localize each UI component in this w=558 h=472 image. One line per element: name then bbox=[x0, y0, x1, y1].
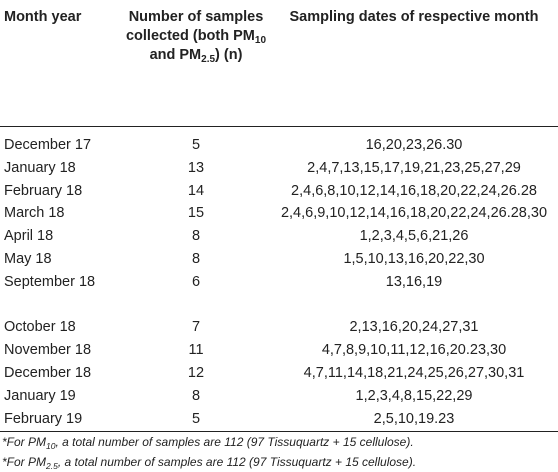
footnote-pm25-sub: 2.5 bbox=[46, 461, 58, 471]
cell-sample-count: 8 bbox=[191, 250, 201, 267]
footnote-pm10-sub: 10 bbox=[46, 441, 56, 451]
footnote-pm25-pre: *For PM bbox=[2, 455, 47, 469]
cell-sample-count: 12 bbox=[187, 364, 205, 381]
footnote-pm10: *For PM10, a total number of samples are… bbox=[2, 432, 416, 452]
header-divider bbox=[0, 126, 558, 127]
cell-sample-count: 8 bbox=[191, 387, 201, 404]
cell-sampling-dates: 2,5,10,19.23 bbox=[373, 410, 455, 427]
cell-sampling-dates: 1,2,3,4,8,15,22,29 bbox=[355, 387, 473, 404]
header-samples-text-post: ) (n) bbox=[215, 47, 243, 63]
table-row: January 18 13 2,4,7,13,15,17,19,21,23,25,2… bbox=[0, 158, 558, 181]
footnote-pm10-post: , a total number of samples are 112 (97 … bbox=[55, 435, 414, 449]
table-row: April 18 8 1,2,3,4,5,6,21,26 bbox=[0, 226, 558, 249]
table-header: Month year Number of samples collected (… bbox=[0, 0, 558, 126]
cell-sample-count: 7 bbox=[191, 319, 201, 336]
sampling-table: Month year Number of samples collected (… bbox=[0, 0, 558, 433]
cell-sampling-dates: 16,20,23,26.30 bbox=[365, 137, 463, 153]
cell-month-year: January 18 bbox=[4, 159, 76, 176]
cell-sample-count: 6 bbox=[191, 273, 201, 290]
table-body: December 17 5 16,20,23,26.30 January 18 13 2,… bbox=[0, 135, 558, 431]
cell-sampling-dates: 4,7,11,14,18,21,24,25,26,27,30,31 bbox=[303, 364, 525, 381]
cell-sampling-dates: 1,5,10,13,16,20,22,30 bbox=[343, 250, 485, 267]
cell-sample-count: 5 bbox=[191, 410, 201, 427]
cell-sample-count: 5 bbox=[191, 137, 201, 153]
header-sampling-dates: Sampling dates of respective month bbox=[289, 9, 539, 25]
cell-month-year: September 18 bbox=[4, 273, 96, 290]
cell-sampling-dates: 4,7,8,9,10,11,12,16,20.23,30 bbox=[321, 342, 507, 359]
table-row: September 18 6 13,16,19 bbox=[0, 272, 558, 318]
header-number-of-samples: Number of samples collected (both PM10 a… bbox=[122, 0, 270, 126]
cell-sample-count: 13 bbox=[187, 159, 205, 176]
table-row: December 18 12 4,7,11,14,18,21,24,25,26,27… bbox=[0, 363, 558, 386]
header-samples-text-mid: and PM bbox=[149, 47, 202, 63]
footnote-pm25-post: , a total number of samples are 112 (97 … bbox=[57, 455, 417, 469]
cell-month-year: January 19 bbox=[4, 387, 76, 404]
cell-sample-count: 15 bbox=[187, 205, 205, 222]
cell-sampling-dates: 2,13,16,20,24,27,31 bbox=[349, 319, 479, 336]
table-row: March 18 15 2,4,6,9,10,12,14,16,18,20,22,2… bbox=[0, 203, 558, 226]
table-row: December 17 5 16,20,23,26.30 bbox=[0, 135, 558, 158]
cell-month-year: December 17 bbox=[4, 137, 92, 153]
footnotes: *For PM10, a total number of samples are… bbox=[2, 432, 416, 472]
table-row: January 19 8 1,2,3,4,8,15,22,29 bbox=[0, 386, 558, 409]
header-month-year: Month year bbox=[4, 9, 82, 25]
cell-month-year: November 18 bbox=[4, 342, 92, 359]
table-row: February 19 5 2,5,10,19.23 bbox=[0, 409, 558, 432]
cell-month-year: October 18 bbox=[4, 319, 76, 336]
header-samples-text-pre: Number of samples collected (both PM bbox=[125, 9, 264, 44]
footnote-pm25: *For PM2.5, a total number of samples ar… bbox=[2, 452, 416, 472]
table-row: February 18 14 2,4,6,8,10,12,14,16,18,20,2… bbox=[0, 181, 558, 204]
cell-sample-count: 11 bbox=[188, 342, 204, 359]
cell-month-year: December 18 bbox=[4, 364, 92, 381]
cell-sampling-dates: 13,16,19 bbox=[385, 273, 443, 290]
cell-sampling-dates: 2,4,6,8,10,12,14,16,18,20,22,24,26.28 bbox=[291, 182, 537, 199]
cell-sample-count: 14 bbox=[187, 182, 205, 199]
table-row: November 18 11 4,7,8,9,10,11,12,16,20.23,3… bbox=[0, 340, 558, 363]
cell-sampling-dates: 1,2,3,4,5,6,21,26 bbox=[359, 228, 469, 245]
cell-month-year: March 18 bbox=[4, 205, 65, 222]
cell-sampling-dates: 2,4,6,9,10,12,14,16,18,20,22,24,26.28,30 bbox=[280, 205, 548, 222]
header-samples-sub-pm25: 2.5 bbox=[201, 54, 216, 65]
cell-sample-count: 8 bbox=[191, 228, 201, 245]
table-bottom-rule bbox=[0, 431, 558, 433]
cell-month-year: May 18 bbox=[4, 250, 52, 267]
cell-sampling-dates: 2,4,7,13,15,17,19,21,23,25,27,29 bbox=[307, 159, 521, 176]
cell-month-year: February 18 bbox=[4, 182, 83, 199]
cell-month-year: February 19 bbox=[4, 410, 83, 427]
cell-month-year: April 18 bbox=[4, 228, 54, 245]
footnote-pm10-pre: *For PM bbox=[2, 435, 47, 449]
table-row: October 18 7 2,13,16,20,24,27,31 bbox=[0, 317, 558, 340]
header-samples-sub-pm10: 10 bbox=[254, 35, 267, 46]
table-row: May 18 8 1,5,10,13,16,20,22,30 bbox=[0, 249, 558, 272]
